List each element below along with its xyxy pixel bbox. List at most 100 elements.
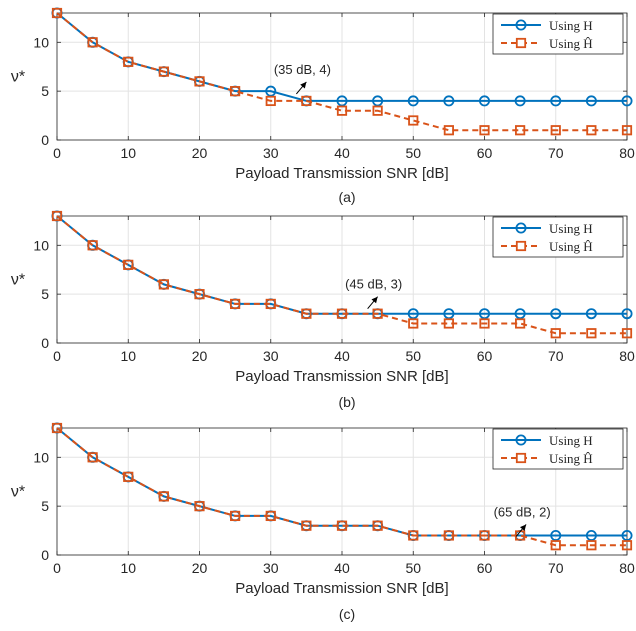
data-point-circle	[443, 308, 455, 320]
data-point-circle	[550, 95, 562, 107]
chart-panel-b: 0 10 20 30 40 50 60 70 80 0 5 10 Payload Transmissio…	[11, 210, 635, 410]
data-point-square	[550, 328, 561, 339]
x-tick-label: 30	[263, 348, 279, 364]
x-tick-label: 40	[334, 560, 350, 576]
annotation-arrowhead	[371, 296, 378, 304]
data-point-square	[51, 210, 63, 222]
data-point-square	[194, 76, 205, 87]
y-tick-label: 0	[41, 547, 49, 563]
y-tick-label: 10	[33, 237, 49, 253]
y-axis-label: ν*	[11, 484, 25, 501]
data-point-square	[123, 259, 134, 270]
legend-box	[492, 428, 624, 470]
data-point-square	[586, 125, 597, 136]
data-point-square	[621, 540, 633, 551]
panel-caption: (c)	[339, 606, 355, 622]
y-tick-label: 10	[33, 34, 49, 50]
data-point-square	[443, 125, 454, 136]
x-tick-label: 60	[477, 145, 493, 161]
data-point-circle	[621, 95, 633, 107]
x-tick-label: 40	[334, 145, 350, 161]
chart-panel-a: 0 10 20 30 40 50 60 70 80 0 5 10 Payload Transmissio…	[11, 7, 635, 205]
y-tick-label: 5	[41, 498, 49, 514]
data-point-circle	[585, 308, 597, 320]
data-point-square	[51, 7, 63, 19]
data-point-square	[230, 86, 241, 97]
data-point-square	[586, 540, 597, 551]
data-point-circle	[407, 95, 419, 107]
legend-box	[492, 216, 624, 258]
data-point-circle	[585, 95, 597, 107]
data-point-square	[301, 95, 312, 107]
x-tick-label: 0	[53, 348, 61, 364]
x-tick-label: 10	[120, 560, 136, 576]
data-point-square	[479, 530, 490, 541]
y-tick-label: 0	[41, 335, 49, 351]
x-tick-label: 70	[548, 348, 564, 364]
x-tick-label: 10	[120, 145, 136, 161]
x-tick-label: 80	[619, 560, 635, 576]
data-point-square	[586, 328, 597, 339]
annotation-arrowhead	[300, 81, 307, 89]
x-tick-label: 20	[192, 560, 208, 576]
legend-marker	[515, 240, 527, 252]
data-point-circle	[407, 308, 419, 320]
data-point-square	[336, 520, 348, 531]
data-point-square	[87, 452, 98, 463]
x-axis-label: Payload Transmission SNR [dB]	[235, 165, 448, 182]
y-axis-label: ν*	[11, 272, 25, 289]
data-point-square	[621, 328, 633, 339]
data-point-square	[336, 308, 348, 319]
legend-marker	[515, 37, 527, 49]
x-tick-label: 0	[53, 145, 61, 161]
data-point-square	[408, 115, 419, 126]
annotation-label: (65 dB, 2)	[494, 504, 551, 519]
x-axis-label: Payload Transmission SNR [dB]	[235, 580, 448, 597]
data-point-square	[265, 298, 276, 310]
legend-label: Using Ĥ	[549, 36, 593, 51]
data-point-square	[87, 37, 98, 48]
x-axis-label: Payload Transmission SNR [dB]	[235, 368, 448, 385]
data-point-square	[194, 501, 205, 512]
legend-box	[492, 13, 624, 55]
data-point-square	[621, 125, 633, 136]
legend-marker	[515, 434, 527, 446]
legend-label: Using H	[549, 221, 593, 236]
x-tick-label: 70	[548, 145, 564, 161]
y-axis-label: ν*	[11, 69, 25, 86]
data-point-square	[336, 105, 348, 116]
x-tick-label: 30	[263, 560, 279, 576]
x-tick-label: 0	[53, 560, 61, 576]
x-tick-label: 60	[477, 348, 493, 364]
data-point-square	[158, 279, 169, 290]
annotation-label: (45 dB, 3)	[345, 277, 402, 292]
legend-label: Using Ĥ	[549, 239, 593, 254]
data-point-square	[51, 422, 63, 434]
series-line-1	[56, 427, 627, 547]
x-tick-label: 10	[120, 348, 136, 364]
x-tick-label: 20	[192, 145, 208, 161]
data-point-circle	[478, 95, 490, 107]
data-point-circle	[621, 529, 633, 541]
data-point-square	[515, 125, 526, 136]
data-point-square	[408, 530, 419, 541]
legend-label: Using H	[549, 433, 593, 448]
data-point-square	[158, 491, 169, 502]
x-tick-label: 50	[405, 348, 421, 364]
data-point-square	[265, 510, 276, 522]
data-point-circle	[443, 95, 455, 107]
data-point-square	[550, 540, 561, 551]
data-point-circle	[621, 308, 633, 320]
data-point-square	[372, 308, 383, 319]
chart-panel-c: 0 10 20 30 40 50 60 70 80 0 5 10 Payload Transmissio…	[11, 422, 635, 622]
data-point-square	[479, 125, 490, 136]
data-point-square	[372, 520, 383, 531]
data-point-square	[301, 520, 312, 531]
data-point-circle	[372, 95, 384, 107]
x-tick-label: 30	[263, 145, 279, 161]
y-tick-label: 5	[41, 286, 49, 302]
data-point-square	[443, 318, 454, 329]
legend-label: Using Ĥ	[549, 451, 593, 466]
x-tick-label: 80	[619, 348, 635, 364]
y-tick-label: 5	[41, 83, 49, 99]
